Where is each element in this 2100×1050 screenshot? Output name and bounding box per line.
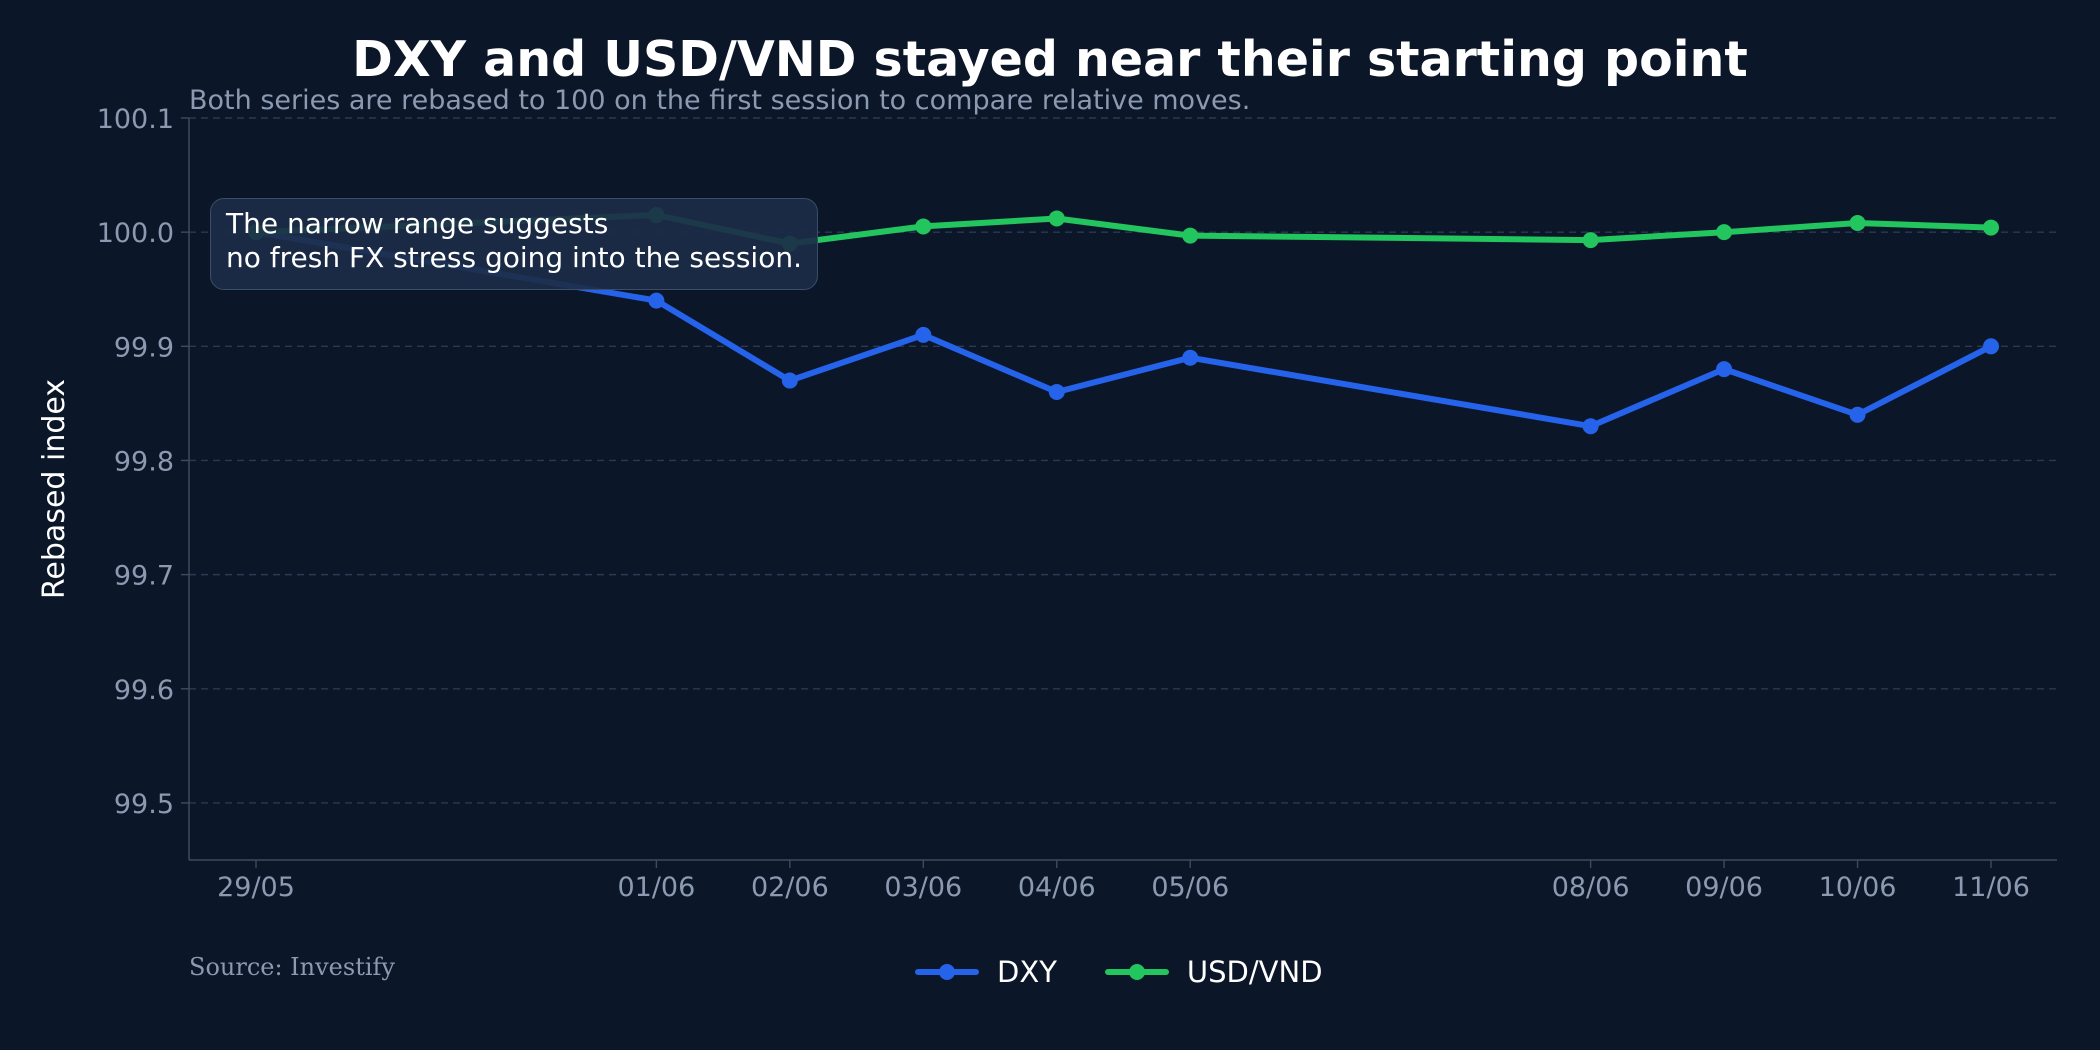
x-tick-label: 29/05 bbox=[217, 872, 295, 903]
legend-label-dxy: DXY bbox=[997, 955, 1057, 989]
data-point-usdvnd bbox=[1048, 210, 1065, 227]
data-point-dxy bbox=[1983, 338, 1999, 355]
chart-legend: DXY USD/VND bbox=[915, 950, 1323, 994]
data-point-dxy bbox=[915, 326, 932, 343]
x-tick-label: 05/06 bbox=[1151, 872, 1229, 903]
data-point-usdvnd bbox=[1582, 232, 1599, 249]
legend-swatch-usdvnd bbox=[1104, 950, 1169, 994]
legend-label-usdvnd: USD/VND bbox=[1186, 955, 1323, 989]
x-tick-label: 01/06 bbox=[617, 872, 695, 903]
legend-dot-usdvnd bbox=[1128, 964, 1145, 980]
source-note: Source: Investify bbox=[189, 953, 395, 981]
y-tick-label: 100.1 bbox=[97, 104, 174, 135]
data-point-usdvnd bbox=[1182, 227, 1199, 244]
chart-annotation: The narrow range suggests no fresh FX st… bbox=[210, 198, 818, 290]
data-point-dxy bbox=[781, 372, 798, 389]
chart-subtitle: Both series are rebased to 100 on the fi… bbox=[189, 85, 1251, 116]
legend-item-usdvnd: USD/VND bbox=[1104, 950, 1323, 994]
chart-title: DXY and USD/VND stayed near their starti… bbox=[352, 31, 1748, 88]
x-tick-label: 10/06 bbox=[1819, 872, 1897, 903]
x-tick-label: 08/06 bbox=[1552, 872, 1630, 903]
series-line-dxy bbox=[253, 229, 1994, 430]
data-point-dxy bbox=[648, 292, 665, 309]
y-tick-label: 99.5 bbox=[114, 789, 174, 820]
x-tick-label: 11/06 bbox=[1952, 872, 2030, 903]
data-point-usdvnd bbox=[1983, 219, 1999, 236]
data-point-dxy bbox=[1582, 418, 1599, 435]
y-tick-label: 99.9 bbox=[114, 332, 174, 363]
data-point-usdvnd bbox=[1849, 215, 1866, 232]
y-axis-label: Rebased index bbox=[37, 379, 72, 599]
data-point-dxy bbox=[1716, 361, 1733, 378]
data-point-usdvnd bbox=[1716, 224, 1733, 241]
data-point-dxy bbox=[1048, 383, 1065, 400]
y-tick-label: 99.8 bbox=[114, 446, 174, 477]
data-point-dxy bbox=[1849, 406, 1866, 423]
legend-item-dxy: DXY bbox=[915, 950, 1057, 994]
data-point-dxy bbox=[1182, 349, 1199, 366]
y-tick-label: 99.7 bbox=[114, 561, 174, 592]
x-tick-label: 04/06 bbox=[1018, 872, 1096, 903]
x-tick-label: 02/06 bbox=[751, 872, 829, 903]
legend-dot-dxy bbox=[939, 964, 955, 980]
y-tick-label: 99.6 bbox=[114, 675, 174, 706]
data-point-usdvnd bbox=[915, 218, 932, 235]
x-tick-label: 03/06 bbox=[884, 872, 962, 903]
x-tick-label: 09/06 bbox=[1685, 872, 1763, 903]
legend-swatch-dxy bbox=[915, 950, 979, 994]
y-tick-label: 100.0 bbox=[97, 218, 174, 249]
